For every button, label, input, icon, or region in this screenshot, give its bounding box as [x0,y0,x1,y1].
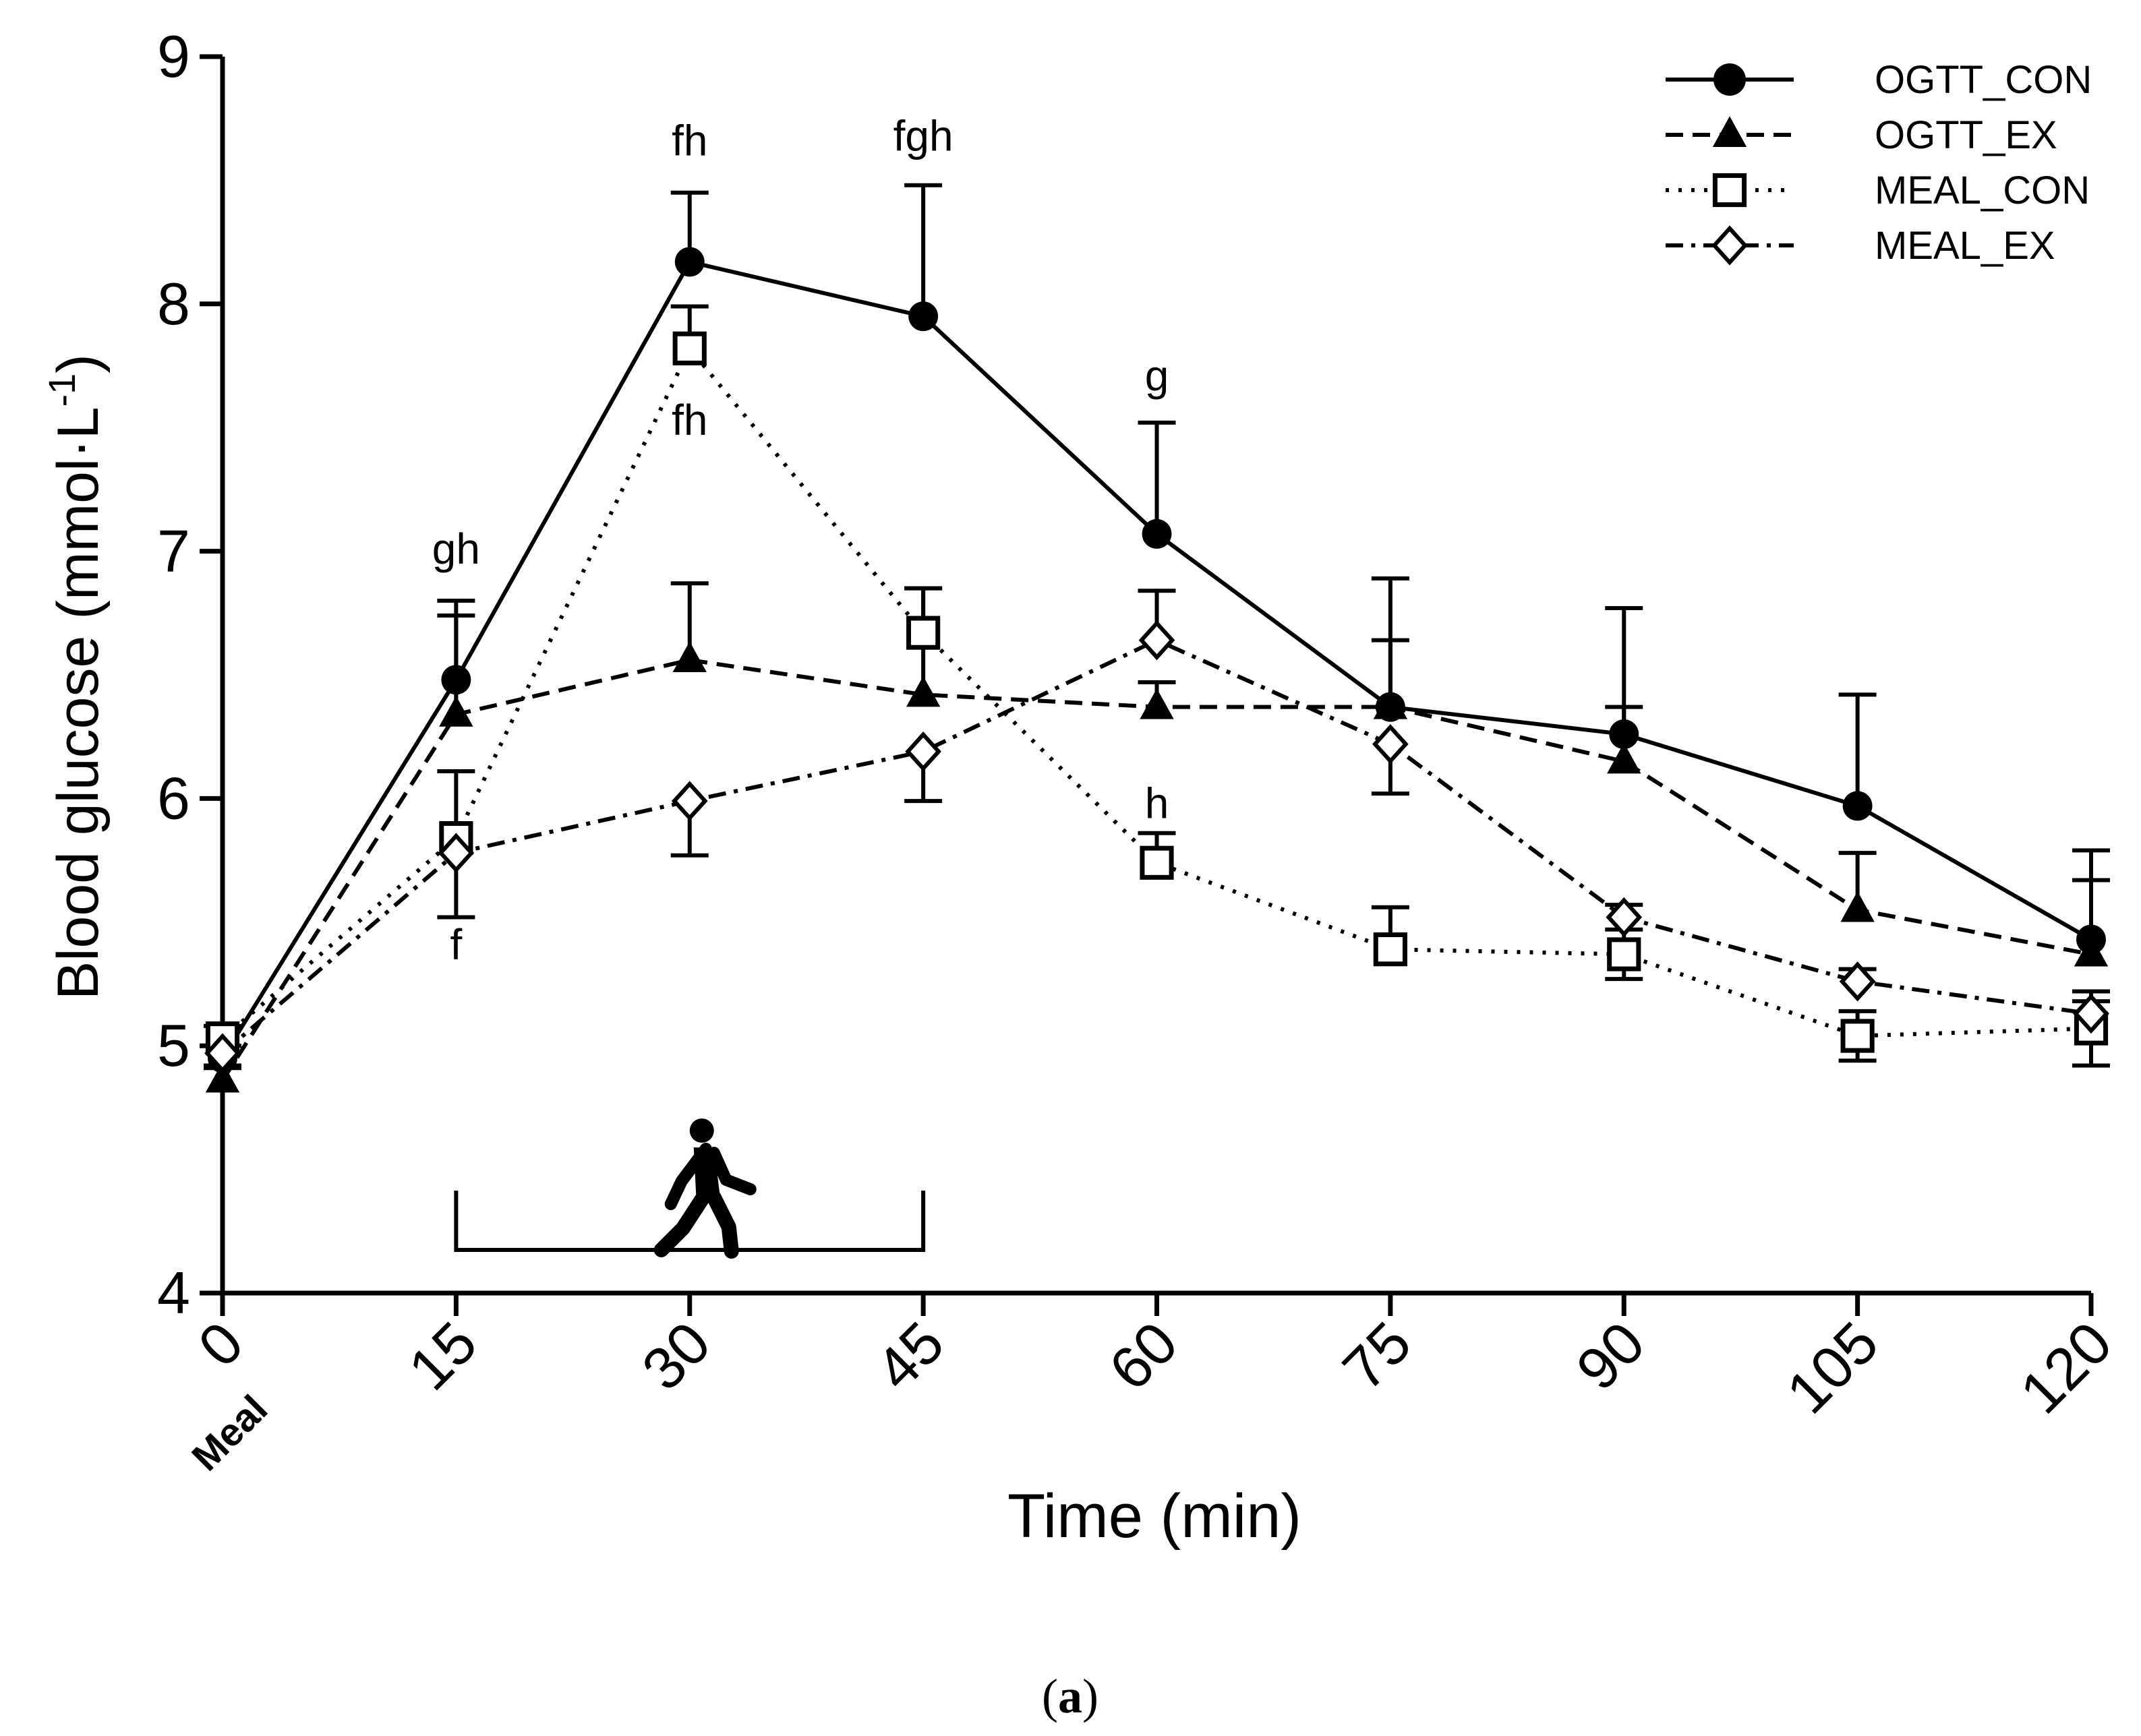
legend-marker [1712,116,1747,147]
legend-label: OGTT_CON [1875,58,2092,102]
legend-marker [1711,225,1748,266]
data-point [1609,719,1639,750]
significance-label: f [450,920,462,969]
x-axis-title: Time (min) [1007,1482,1301,1551]
x-tick-label: 120 [2007,1309,2125,1426]
data-point [908,301,939,332]
y-tick-label: 6 [157,765,190,831]
significance-label: fh [672,396,707,444]
data-point [2074,935,2109,967]
data-point [906,676,941,707]
series-layer [204,183,2110,1093]
series-meal-ex-points [204,620,2109,1073]
data-point [672,641,707,672]
data-point [1373,688,1408,719]
data-point [1373,932,1407,967]
data-point [674,247,705,277]
data-point [671,781,708,821]
legend: OGTT_CON OGTT_EX MEAL_CON MEAL_EX [1666,58,2092,268]
exercise-bracket [454,1118,926,1259]
x-tick-label: 45 [862,1309,956,1402]
data-point [438,833,475,873]
significance-label: gh [432,525,480,573]
y-tick-label: 9 [157,23,190,90]
walking-person-icon [653,1118,757,1259]
panel-label: (a) [1042,1669,1098,1723]
data-point [1839,961,1876,1002]
y-tick-label: 5 [157,1012,190,1079]
x-tick-label: 15 [396,1309,490,1402]
significance-label: g [1145,351,1169,400]
x-tick-label: 30 [629,1309,723,1402]
x-tick-label: 75 [1330,1309,1424,1402]
data-point [905,731,941,772]
data-point [1142,518,1172,549]
series-line-meal-ex [221,638,2092,1055]
y-axis-title-sup: -1 [40,373,83,407]
x-tick-label: 105 [1773,1309,1891,1426]
data-point [205,1061,240,1093]
exercise-bracket-line [454,1191,926,1252]
y-axis-title-close: ) [46,354,111,373]
data-point [204,1033,241,1073]
data-point [1840,1019,1875,1053]
x-tick-label: 0 [185,1309,256,1379]
legend-label: MEAL_CON [1875,169,2090,212]
data-point [441,665,471,695]
data-point [439,696,473,727]
y-tick-label: 8 [157,270,190,337]
data-point [672,331,707,365]
legend-label: MEAL_EX [1875,224,2055,268]
y-ticks: 4 5 6 7 8 9 [157,23,223,1326]
panel-label-letter: a [1058,1669,1082,1723]
y-axis-title: Blood glucose (mmol·L-1) [40,354,111,1000]
x-tick-label: 60 [1096,1309,1190,1402]
x-ticks: 0 15 30 45 60 75 90 105 120 Meal [183,1293,2124,1479]
data-point [1372,724,1409,765]
data-point [1840,891,1875,922]
significance-label: fh [672,117,707,165]
significance-label: h [1145,779,1169,828]
series-line-meal-con [221,345,2092,1040]
data-point [1607,742,1641,774]
legend-marker [1712,173,1747,208]
legend-marker [1713,63,1746,96]
data-point [1140,688,1174,719]
data-point [1606,897,1643,938]
data-point [1842,791,1873,821]
data-point [1607,937,1641,971]
series-ogtt-ex-points [205,641,2109,1093]
data-point [2073,993,2109,1034]
y-tick-label: 7 [157,518,190,585]
series-meal-ex-errorbars [204,589,2110,1068]
x-tick-label: 90 [1563,1309,1657,1402]
legend-label: OGTT_EX [1875,113,2057,157]
data-point [906,616,941,650]
meal-label: Meal [183,1387,276,1479]
data-point [1140,845,1174,880]
significance-label: fgh [893,111,954,160]
data-point [1138,620,1175,661]
y-tick-label: 4 [157,1259,190,1326]
